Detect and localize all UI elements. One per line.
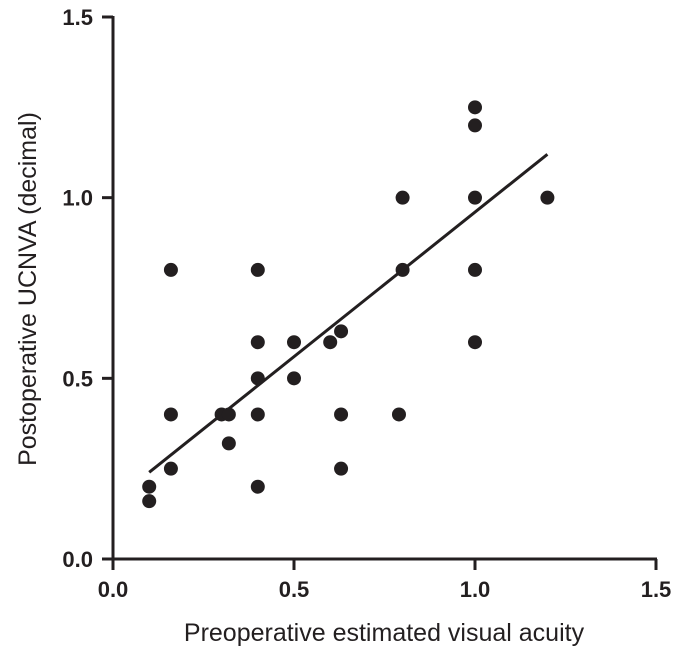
y-tick-label: 1.0 [62, 186, 93, 211]
x-tick-label: 1.0 [460, 577, 491, 602]
data-point [395, 190, 410, 205]
y-tick-label: 1.5 [62, 5, 93, 30]
data-point [391, 407, 406, 422]
data-point [334, 461, 349, 476]
data-point [468, 100, 482, 115]
data-point [540, 190, 555, 205]
data-point [468, 262, 482, 277]
axes [111, 16, 657, 561]
x-axis-title: Preoperative estimated visual acuity [184, 619, 585, 647]
x-tick-label: 0.5 [279, 577, 310, 602]
x-tick-label: 0.0 [98, 577, 129, 602]
data-point [287, 371, 301, 386]
data-point [163, 461, 178, 476]
y-axis-title: Postoperative UCNVA (decimal) [14, 112, 42, 466]
data-point [250, 335, 265, 350]
data-points [142, 100, 555, 509]
data-point [395, 262, 410, 277]
data-point [163, 262, 178, 277]
data-point [250, 371, 265, 386]
x-tick-label: 1.5 [641, 577, 672, 602]
data-point [250, 262, 265, 277]
data-point [142, 494, 157, 509]
data-point [142, 479, 157, 494]
data-point [468, 118, 482, 133]
data-point [334, 324, 349, 339]
data-point [468, 335, 482, 350]
data-point [163, 407, 178, 422]
y-tick-label: 0.0 [62, 547, 93, 572]
y-tick-label: 0.5 [62, 366, 93, 391]
data-point [221, 436, 236, 451]
data-point [250, 407, 265, 422]
data-point [323, 335, 338, 350]
data-point [468, 190, 482, 205]
trend-line-group [148, 153, 549, 474]
ticks: 0.0 0.5 1.0 1.5 0.0 0.5 1.0 1.5 [62, 5, 671, 602]
data-point [250, 479, 265, 494]
data-point [221, 407, 236, 422]
trend-line [148, 153, 549, 474]
data-point [287, 335, 301, 350]
data-point [334, 407, 349, 422]
